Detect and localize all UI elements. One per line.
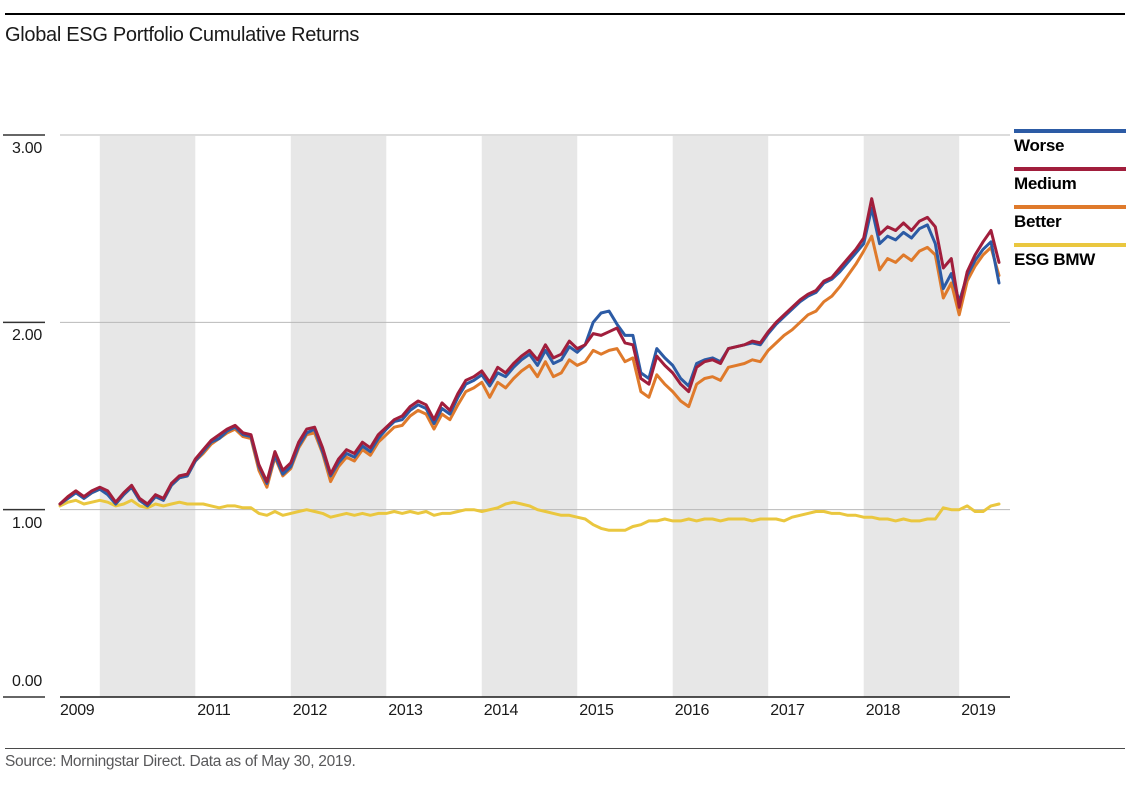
x-tick-label-2009: 2009 <box>60 702 95 719</box>
bottom-rule <box>5 748 1125 749</box>
x-tick-label-2015: 2015 <box>579 702 614 719</box>
year-band-2010 <box>99 136 196 697</box>
legend-item-medium: Medium <box>1014 167 1126 194</box>
y-tick-label-2.00: 2.00 <box>12 327 42 345</box>
legend-label: Worse <box>1014 136 1065 155</box>
x-tick-label-2019: 2019 <box>961 702 996 719</box>
x-tick-label-2017: 2017 <box>770 702 805 719</box>
legend-label: Medium <box>1014 174 1077 193</box>
y-tick-label-1.00: 1.00 <box>12 514 42 532</box>
chart-title: Global ESG Portfolio Cumulative Returns <box>5 24 360 46</box>
legend-item-worse: Worse <box>1014 129 1126 156</box>
x-tick-label-2011: 2011 <box>197 702 231 719</box>
year-band-2018 <box>863 136 960 697</box>
x-tick-label-2012: 2012 <box>292 702 328 719</box>
x-tick-label-2014: 2014 <box>483 702 519 719</box>
x-tick-label-2018: 2018 <box>865 702 901 719</box>
legend-label: ESG BMW <box>1014 250 1096 269</box>
x-tick-label-2013: 2013 <box>388 702 423 719</box>
chart-legend: Worse Medium Better ESG BMW <box>1014 129 1126 281</box>
y-tick-label-0.00: 0.00 <box>12 673 42 690</box>
source-note: Source: Morningstar Direct. Data as of M… <box>5 753 356 770</box>
legend-item-esg-bmw: ESG BMW <box>1014 243 1126 270</box>
x-tick-label-2016: 2016 <box>674 702 710 719</box>
year-band-2012 <box>290 136 387 697</box>
top-rule <box>5 13 1125 15</box>
series-line-esg-bmw <box>58 498 1001 532</box>
series-line-medium <box>58 197 1001 506</box>
series-line-worse <box>58 206 1001 508</box>
legend-label: Better <box>1014 212 1062 231</box>
year-band-2014 <box>481 136 578 697</box>
legend-item-better: Better <box>1014 205 1126 232</box>
year-band-2016 <box>672 136 769 697</box>
y-tick-label-3.00: 3.00 <box>12 140 42 157</box>
